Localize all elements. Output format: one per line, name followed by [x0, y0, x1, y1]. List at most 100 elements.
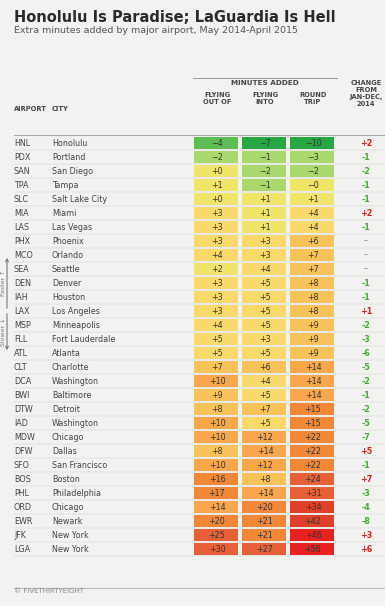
Text: JFK: JFK: [14, 530, 26, 539]
Bar: [290, 361, 334, 373]
Text: +2: +2: [360, 208, 372, 218]
Text: +22: +22: [305, 447, 321, 456]
Text: CHANGE
FROM
JAN-DEC,
2014: CHANGE FROM JAN-DEC, 2014: [349, 80, 383, 107]
Text: EWR: EWR: [14, 516, 32, 525]
Bar: [290, 501, 334, 513]
Text: +10: +10: [209, 419, 225, 427]
Text: −1: −1: [259, 181, 271, 190]
Text: MSP: MSP: [14, 321, 31, 330]
Text: Washington: Washington: [52, 419, 99, 427]
Bar: [242, 319, 286, 331]
Text: HNL: HNL: [14, 139, 30, 147]
Bar: [194, 151, 238, 163]
Bar: [194, 459, 238, 471]
Text: +5: +5: [259, 293, 271, 302]
Text: MIA: MIA: [14, 208, 28, 218]
Text: IAH: IAH: [14, 293, 28, 302]
Text: −1: −1: [259, 153, 271, 162]
Bar: [290, 207, 334, 219]
Text: -5: -5: [362, 419, 370, 427]
Bar: [242, 137, 286, 149]
Text: +46: +46: [305, 530, 321, 539]
Text: +14: +14: [305, 376, 321, 385]
Text: +1: +1: [259, 208, 271, 218]
Text: +34: +34: [305, 502, 321, 511]
Text: Charlotte: Charlotte: [52, 362, 89, 371]
Bar: [242, 515, 286, 527]
Text: LAX: LAX: [14, 307, 30, 316]
Bar: [290, 515, 334, 527]
Bar: [194, 487, 238, 499]
Text: -5: -5: [362, 362, 370, 371]
Text: -4: -4: [362, 502, 370, 511]
Text: -2: -2: [362, 167, 370, 176]
Text: LAS: LAS: [14, 222, 29, 231]
Bar: [242, 291, 286, 303]
Text: +3: +3: [211, 208, 223, 218]
Text: +31: +31: [305, 488, 321, 498]
Text: Fort Lauderdale: Fort Lauderdale: [52, 335, 116, 344]
Text: -1: -1: [362, 461, 370, 470]
Bar: [242, 151, 286, 163]
Text: ORD: ORD: [14, 502, 32, 511]
Text: Tampa: Tampa: [52, 181, 79, 190]
Text: Phoenix: Phoenix: [52, 236, 84, 245]
Text: +5: +5: [211, 335, 223, 344]
Text: -2: -2: [362, 376, 370, 385]
Text: Denver: Denver: [52, 279, 81, 287]
Bar: [242, 529, 286, 541]
Text: Dallas: Dallas: [52, 447, 77, 456]
Bar: [290, 389, 334, 401]
Bar: [194, 515, 238, 527]
Bar: [290, 333, 334, 345]
Bar: [290, 417, 334, 429]
Text: +14: +14: [257, 447, 273, 456]
Bar: [194, 529, 238, 541]
Text: MDW: MDW: [14, 433, 35, 442]
Text: −2: −2: [259, 167, 271, 176]
Text: +10: +10: [209, 433, 225, 442]
Text: +3: +3: [211, 222, 223, 231]
Text: +8: +8: [211, 404, 223, 413]
Text: Newark: Newark: [52, 516, 82, 525]
Bar: [194, 375, 238, 387]
Bar: [242, 445, 286, 457]
Bar: [290, 473, 334, 485]
Text: -2: -2: [362, 404, 370, 413]
Bar: [290, 305, 334, 317]
Text: +1: +1: [360, 307, 372, 316]
Text: +8: +8: [259, 474, 271, 484]
Text: -1: -1: [362, 390, 370, 399]
Text: +15: +15: [305, 404, 321, 413]
Bar: [194, 221, 238, 233]
Text: +3: +3: [211, 279, 223, 287]
Text: +15: +15: [305, 419, 321, 427]
Bar: [194, 277, 238, 289]
Text: +4: +4: [259, 264, 271, 273]
Text: New York: New York: [52, 530, 89, 539]
Text: Portland: Portland: [52, 153, 85, 162]
Text: +16: +16: [209, 474, 225, 484]
Bar: [242, 347, 286, 359]
Bar: [194, 305, 238, 317]
Text: Los Angeles: Los Angeles: [52, 307, 100, 316]
Text: −0: −0: [307, 181, 319, 190]
Text: DEN: DEN: [14, 279, 31, 287]
Bar: [194, 445, 238, 457]
Bar: [194, 473, 238, 485]
Bar: [290, 319, 334, 331]
Text: +17: +17: [209, 488, 225, 498]
Text: CLT: CLT: [14, 362, 28, 371]
Text: –: –: [364, 264, 368, 273]
Bar: [242, 165, 286, 177]
Bar: [194, 389, 238, 401]
Text: Boston: Boston: [52, 474, 80, 484]
Text: San Francisco: San Francisco: [52, 461, 107, 470]
Text: IAD: IAD: [14, 419, 28, 427]
Bar: [242, 459, 286, 471]
Text: +30: +30: [209, 545, 225, 553]
Text: PHL: PHL: [14, 488, 29, 498]
Bar: [290, 235, 334, 247]
Bar: [242, 221, 286, 233]
Bar: [194, 235, 238, 247]
